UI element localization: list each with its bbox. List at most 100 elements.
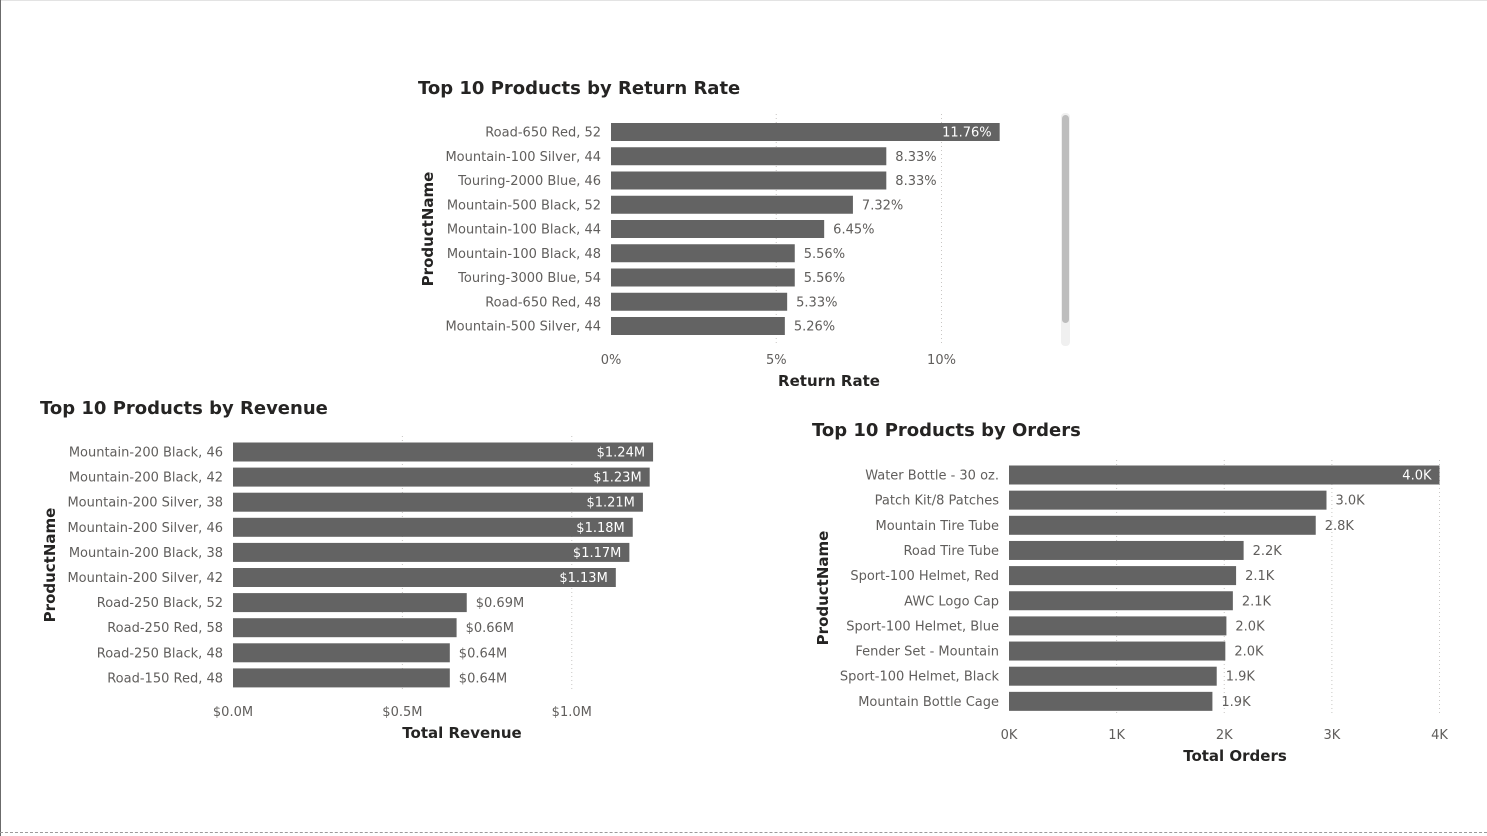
x-tick-label: 10% — [927, 353, 956, 368]
bar[interactable] — [233, 517, 633, 537]
x-tick-label: 2K — [1216, 728, 1233, 743]
category-label: Road-650 Red, 52 — [485, 126, 601, 141]
category-label: Mountain-200 Silver, 38 — [67, 496, 223, 511]
bar[interactable] — [611, 317, 785, 335]
bar[interactable] — [233, 442, 654, 462]
data-label: 7.32% — [862, 198, 903, 213]
data-label: 5.33% — [796, 295, 837, 310]
x-tick-label: 0% — [601, 353, 622, 368]
return-rate-chart: Top 10 Products by Return Rate ProductNa… — [418, 78, 1070, 390]
bar[interactable] — [233, 542, 630, 562]
bar[interactable] — [611, 220, 825, 238]
x-tick-label: 1K — [1108, 728, 1125, 743]
data-label: 2.0K — [1235, 619, 1265, 634]
x-tick-label: $1.0M — [552, 705, 592, 720]
bar[interactable] — [1009, 540, 1244, 560]
bar[interactable] — [1009, 566, 1237, 586]
return-rate-visual[interactable]: Top 10 Products by Return Rate ProductNa… — [0, 0, 1487, 400]
x-tick-label: 3K — [1323, 728, 1340, 743]
bar[interactable] — [233, 668, 450, 688]
scrollbar-thumb[interactable] — [1062, 115, 1069, 323]
category-label: Road-250 Black, 52 — [97, 596, 223, 611]
bar[interactable] — [611, 123, 1000, 141]
bar[interactable] — [611, 195, 853, 214]
bar[interactable] — [1009, 641, 1226, 661]
category-label: Touring-2000 Blue, 46 — [457, 174, 601, 189]
category-label: Sport-100 Helmet, Black — [840, 670, 1000, 685]
data-label: $0.64M — [459, 646, 507, 661]
category-label: Mountain Tire Tube — [876, 519, 1000, 534]
category-label: Mountain-100 Black, 44 — [447, 223, 601, 238]
category-label: Mountain-200 Black, 46 — [69, 446, 223, 461]
x-tick-label: 4K — [1431, 728, 1448, 743]
data-label: 2.2K — [1253, 544, 1283, 559]
data-label: $0.69M — [476, 596, 524, 611]
bar[interactable] — [611, 292, 788, 311]
category-label: Road-150 Red, 48 — [107, 671, 223, 686]
category-label: Sport-100 Helmet, Red — [850, 569, 999, 584]
category-label: Road-250 Black, 48 — [97, 646, 223, 661]
bar[interactable] — [1009, 490, 1327, 510]
bars-group: $0.0M $0.5M $1.0M Mountain-200 Black, 46 $1.… — [67, 436, 654, 720]
data-label: 2.1K — [1242, 594, 1272, 609]
category-label: AWC Logo Cap — [904, 594, 999, 609]
data-label: 3.0K — [1335, 494, 1365, 509]
bars-group: 0K 1K 2K 3K 4K Water Bottle - 30 oz. 4.0K Patch… — [840, 460, 1448, 743]
data-label: $0.66M — [466, 621, 514, 636]
category-label: Sport-100 Helmet, Blue — [846, 619, 999, 634]
category-label: Road-250 Red, 58 — [107, 621, 223, 636]
chart-title: Top 10 Products by Return Rate — [418, 78, 740, 99]
bar[interactable] — [1009, 616, 1227, 636]
bar[interactable] — [611, 171, 887, 190]
data-label: $1.17M — [573, 546, 621, 561]
bar[interactable] — [233, 643, 450, 663]
data-label: 8.33% — [895, 174, 936, 189]
bar[interactable] — [233, 492, 643, 512]
x-tick-label: $0.5M — [382, 705, 422, 720]
data-label: $1.24M — [597, 446, 645, 461]
category-label: Mountain-500 Silver, 44 — [445, 320, 601, 335]
bar[interactable] — [1009, 666, 1217, 686]
bar[interactable] — [1009, 691, 1213, 711]
bar[interactable] — [233, 618, 457, 638]
category-label: Mountain-100 Silver, 44 — [445, 150, 601, 165]
bar[interactable] — [1009, 515, 1316, 535]
x-tick-label: $0.0M — [213, 705, 253, 720]
canvas-left-border — [0, 0, 1, 836]
category-label: Fender Set - Mountain — [855, 645, 999, 660]
data-label: $1.23M — [593, 471, 641, 486]
bar[interactable] — [611, 147, 887, 166]
bar[interactable] — [611, 268, 795, 287]
chart-title: Top 10 Products by Revenue — [40, 398, 328, 419]
category-label: Mountain-100 Black, 48 — [447, 247, 601, 262]
y-axis-title: ProductName — [41, 508, 59, 623]
x-tick-label: 5% — [766, 353, 787, 368]
bar[interactable] — [1009, 465, 1440, 485]
x-axis-title: Total Orders — [1183, 747, 1287, 765]
canvas-bottom-border — [0, 832, 1487, 833]
data-label: 2.1K — [1245, 569, 1275, 584]
category-label: Road Tire Tube — [903, 544, 999, 559]
x-axis-title: Total Revenue — [402, 724, 521, 742]
data-label: 5.26% — [794, 320, 835, 335]
bar[interactable] — [1009, 591, 1233, 611]
data-label: $1.21M — [586, 496, 634, 511]
data-label: 5.56% — [804, 271, 845, 286]
data-label: $1.13M — [559, 571, 607, 586]
data-label: 2.0K — [1234, 645, 1264, 660]
bars-group: 0% 5% 10% Road-650 Red, 52 11.76% Mountain-10… — [445, 114, 1000, 368]
bar[interactable] — [233, 467, 650, 487]
category-label: Patch Kit/8 Patches — [875, 494, 1000, 509]
canvas-top-border — [0, 0, 1487, 1]
bar[interactable] — [611, 244, 795, 263]
category-label: Water Bottle - 30 oz. — [865, 469, 999, 484]
bar[interactable] — [233, 593, 467, 613]
category-label: Mountain Bottle Cage — [858, 695, 999, 710]
bar[interactable] — [233, 568, 616, 587]
category-label: Road-650 Red, 48 — [485, 295, 601, 310]
category-label: Mountain-200 Black, 42 — [69, 471, 223, 486]
